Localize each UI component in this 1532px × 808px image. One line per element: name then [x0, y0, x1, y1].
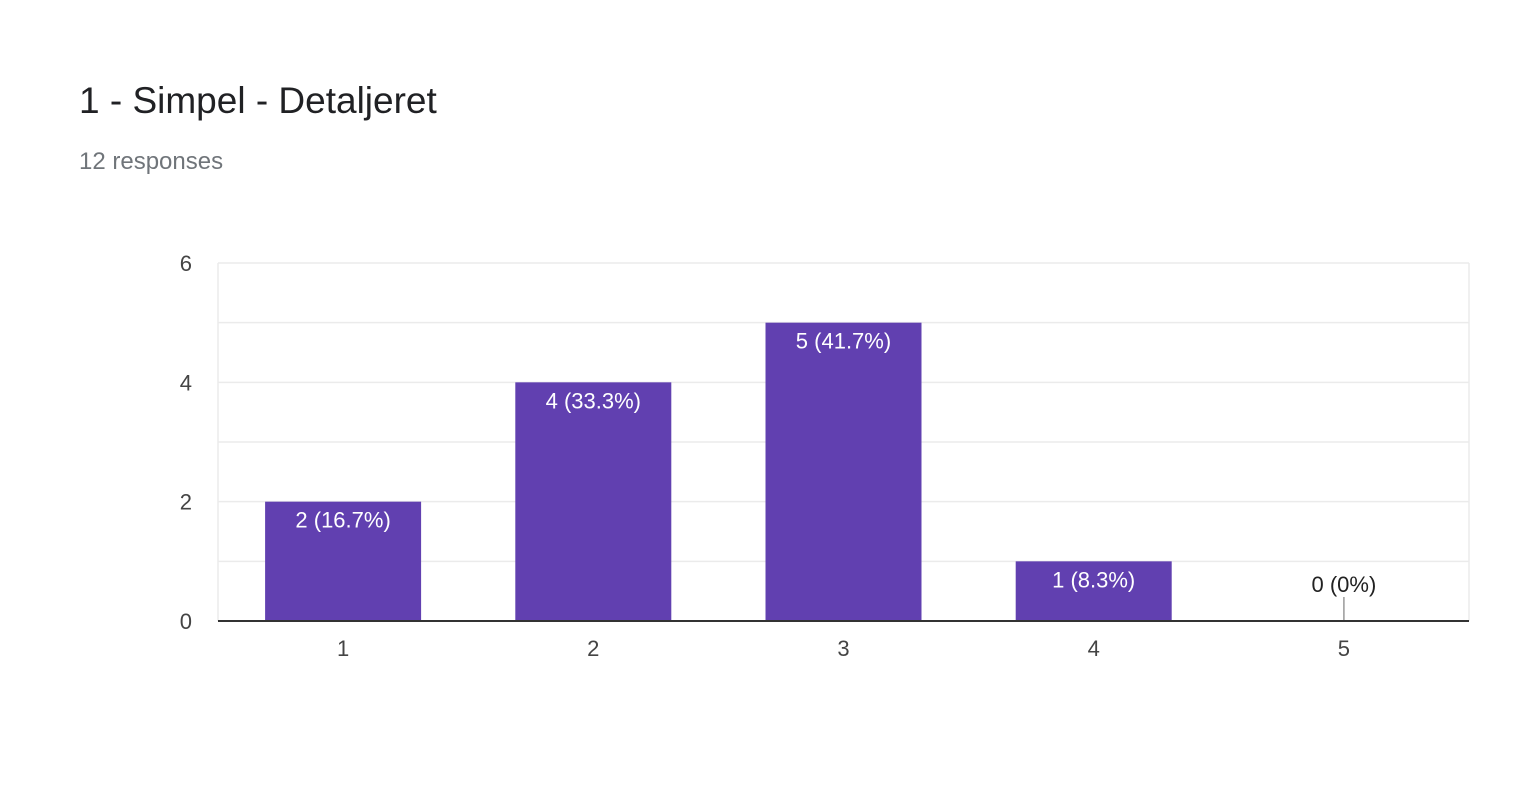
x-tick-label: 2 [587, 636, 599, 661]
bar-data-label: 5 (41.7%) [796, 329, 891, 354]
bar [765, 322, 922, 621]
y-tick-label: 0 [180, 609, 192, 634]
y-tick-label: 6 [180, 251, 192, 276]
y-tick-label: 4 [180, 370, 192, 395]
response-count: 12 responses [79, 148, 224, 175]
bar-data-label: 0 (0%) [1312, 572, 1377, 597]
y-tick-label: 2 [180, 490, 192, 515]
bar [265, 501, 422, 621]
x-tick-label: 4 [1088, 636, 1100, 661]
bar-data-label: 2 (16.7%) [295, 508, 390, 533]
question-title: 1 - Simpel - Detaljeret [79, 80, 437, 121]
x-tick-label: 5 [1338, 636, 1350, 661]
bar [515, 382, 672, 621]
bar-data-label: 4 (33.3%) [546, 388, 641, 413]
x-tick-label: 3 [837, 636, 849, 661]
x-tick-label: 1 [337, 636, 349, 661]
bar-data-label: 1 (8.3%) [1052, 567, 1135, 592]
bar [1015, 561, 1172, 621]
